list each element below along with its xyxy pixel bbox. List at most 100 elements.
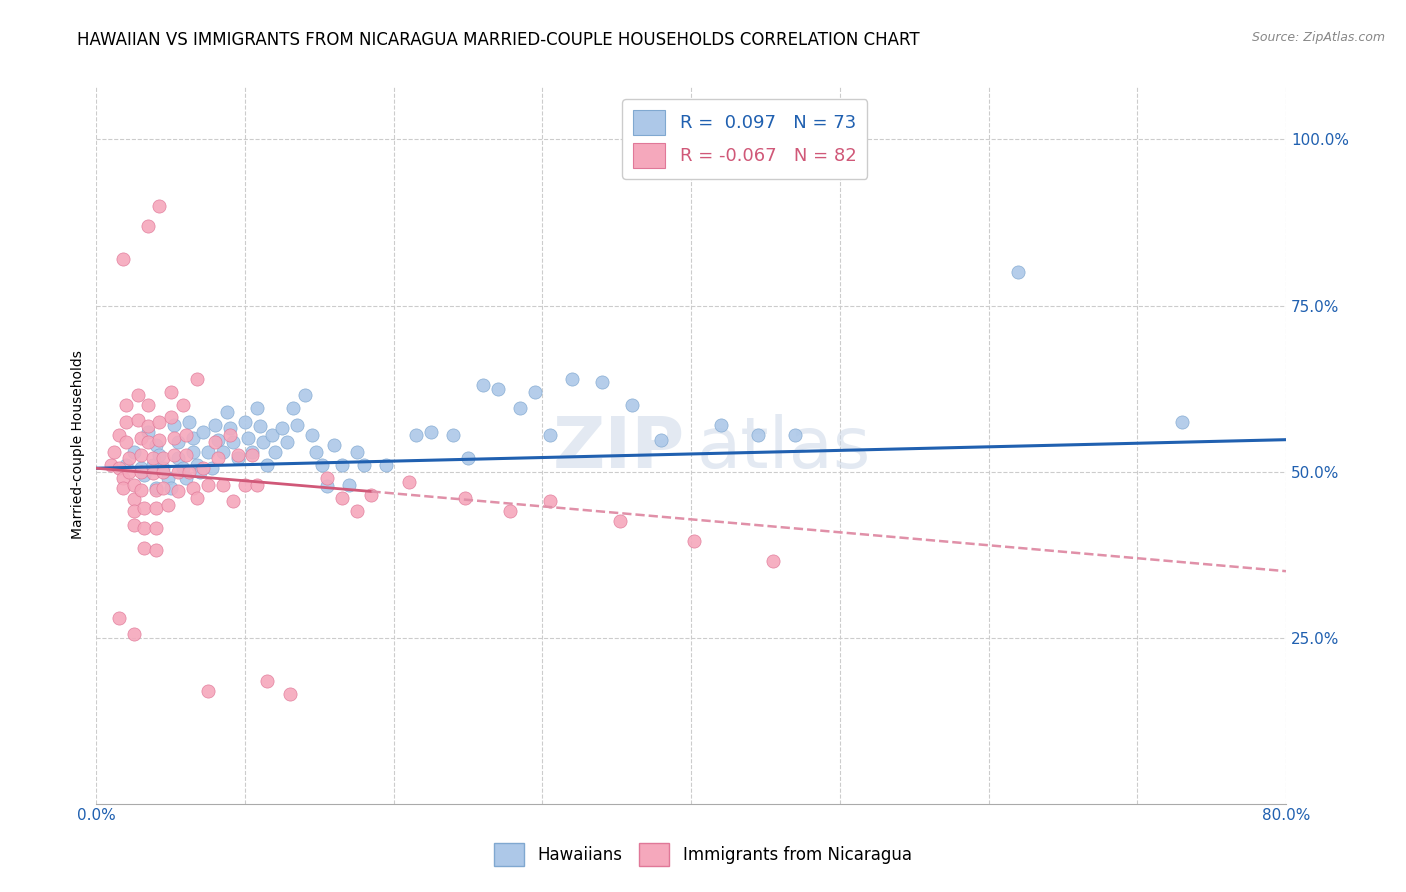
Point	[129, 448, 152, 462]
Point	[129, 465, 152, 479]
Point	[301, 428, 323, 442]
Point	[159, 384, 181, 399]
Point	[509, 401, 531, 416]
Point	[127, 413, 149, 427]
Point	[174, 471, 197, 485]
Point	[294, 388, 316, 402]
Point	[122, 517, 145, 532]
Legend: Hawaiians, Immigrants from Nicaragua: Hawaiians, Immigrants from Nicaragua	[488, 836, 918, 873]
Point	[138, 219, 160, 233]
Point	[486, 382, 509, 396]
Point	[236, 431, 259, 445]
Point	[145, 438, 167, 452]
Point	[145, 483, 167, 497]
Point	[246, 401, 269, 416]
Point	[129, 431, 152, 445]
Point	[197, 444, 219, 458]
Point	[207, 433, 229, 447]
Point	[204, 418, 226, 433]
Point	[375, 458, 398, 472]
Point	[115, 434, 138, 449]
Point	[174, 428, 197, 442]
Point	[246, 478, 269, 492]
Point	[204, 434, 226, 449]
Point	[167, 484, 190, 499]
Point	[217, 405, 239, 419]
Point	[256, 458, 278, 472]
Point	[785, 428, 807, 442]
Point	[398, 475, 420, 489]
Point	[1007, 265, 1029, 279]
Point	[103, 444, 125, 458]
Point	[122, 478, 145, 492]
Point	[197, 683, 219, 698]
Point	[346, 504, 368, 518]
Point	[138, 398, 160, 412]
Point	[683, 534, 706, 549]
Point	[323, 438, 346, 452]
Point	[222, 434, 245, 449]
Point	[112, 252, 135, 266]
Point	[233, 478, 256, 492]
Point	[167, 465, 190, 479]
Point	[305, 444, 328, 458]
Point	[132, 541, 155, 555]
Point	[524, 384, 547, 399]
Point	[190, 465, 212, 479]
Point	[242, 444, 264, 458]
Point	[271, 421, 294, 435]
Point	[441, 428, 464, 442]
Point	[219, 428, 242, 442]
Point	[145, 543, 167, 558]
Text: HAWAIIAN VS IMMIGRANTS FROM NICARAGUA MARRIED-COUPLE HOUSEHOLDS CORRELATION CHAR: HAWAIIAN VS IMMIGRANTS FROM NICARAGUA MA…	[77, 31, 920, 49]
Point	[315, 471, 337, 485]
Point	[156, 498, 179, 512]
Point	[174, 448, 197, 462]
Point	[132, 467, 155, 482]
Point	[163, 431, 186, 445]
Point	[118, 465, 141, 479]
Point	[360, 488, 382, 502]
Point	[172, 461, 194, 475]
Point	[148, 448, 170, 462]
Point	[107, 610, 129, 624]
Point	[152, 481, 174, 495]
Point	[193, 425, 215, 439]
Point	[256, 673, 278, 688]
Point	[127, 388, 149, 402]
Point	[145, 521, 167, 535]
Point	[122, 627, 145, 641]
Text: Source: ZipAtlas.com: Source: ZipAtlas.com	[1251, 31, 1385, 45]
Point	[747, 428, 769, 442]
Point	[405, 428, 427, 442]
Point	[591, 375, 613, 389]
Point	[330, 491, 353, 505]
Point	[181, 431, 204, 445]
Point	[457, 451, 479, 466]
Point	[177, 415, 200, 429]
Point	[148, 415, 170, 429]
Point	[538, 494, 561, 508]
Point	[167, 434, 190, 449]
Point	[538, 428, 561, 442]
Point	[186, 458, 208, 472]
Point	[315, 479, 337, 493]
Point	[219, 421, 242, 435]
Point	[762, 554, 785, 568]
Point	[115, 415, 138, 429]
Point	[263, 444, 285, 458]
Point	[620, 398, 643, 412]
Point	[285, 418, 308, 433]
Point	[129, 483, 152, 497]
Point	[138, 434, 160, 449]
Point	[1171, 415, 1194, 429]
Point	[710, 418, 733, 433]
Point	[181, 444, 204, 458]
Point	[148, 433, 170, 447]
Legend: R =  0.097   N = 73, R = -0.067   N = 82: R = 0.097 N = 73, R = -0.067 N = 82	[621, 99, 868, 179]
Point	[281, 401, 304, 416]
Point	[201, 461, 224, 475]
Point	[353, 458, 375, 472]
Point	[159, 481, 181, 495]
Y-axis label: Married-couple Households: Married-couple Households	[72, 351, 86, 540]
